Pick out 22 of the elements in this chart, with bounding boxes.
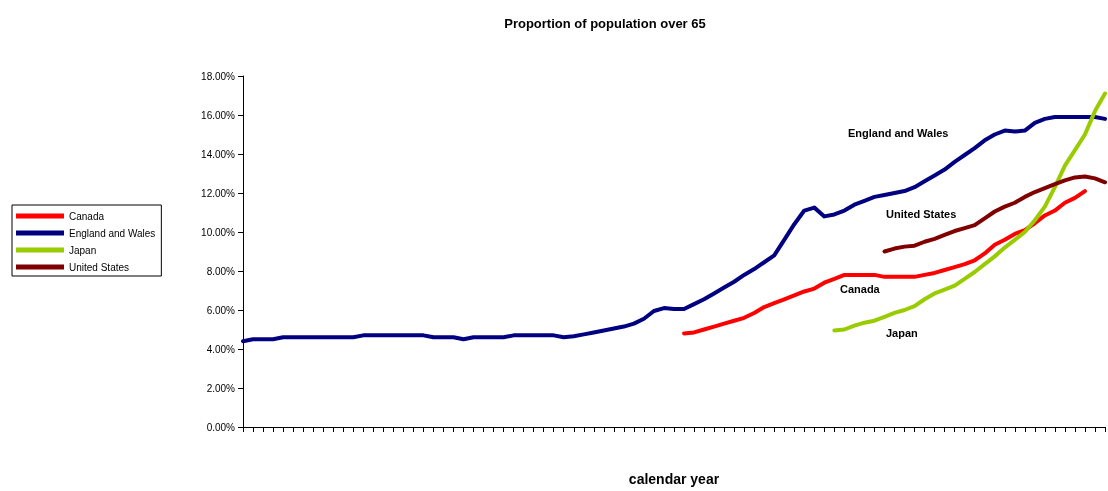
y-tick-label: 12.00% <box>201 187 236 199</box>
line-series <box>882 174 1107 254</box>
y-tick-label: 8.00% <box>206 265 236 277</box>
annotation: Japan <box>886 326 919 339</box>
y-tick-label: 6.00% <box>206 304 236 316</box>
legend-label: Japan <box>69 244 97 256</box>
annotation: Canada <box>840 282 881 295</box>
y-tick-label: 16.00% <box>201 109 236 121</box>
line-series <box>241 114 1107 344</box>
y-tick-label: 2.00% <box>206 382 236 394</box>
y-tick-label: 10.00% <box>201 226 236 238</box>
annotation: England and Wales <box>848 126 949 139</box>
x-axis-title: calendar year <box>628 471 720 487</box>
y-tick-label: 4.00% <box>206 343 236 355</box>
y-tick-label: 18.00% <box>201 70 236 82</box>
chart-title: Proportion of population over 65 <box>504 16 706 31</box>
legend-label: Canada <box>69 210 105 222</box>
legend-label: England and Wales <box>69 227 156 239</box>
legend-label: United States <box>69 261 130 273</box>
annotation: United States <box>886 207 957 220</box>
y-tick-label: 14.00% <box>201 148 236 160</box>
y-tick-label: 0.00% <box>206 421 236 433</box>
